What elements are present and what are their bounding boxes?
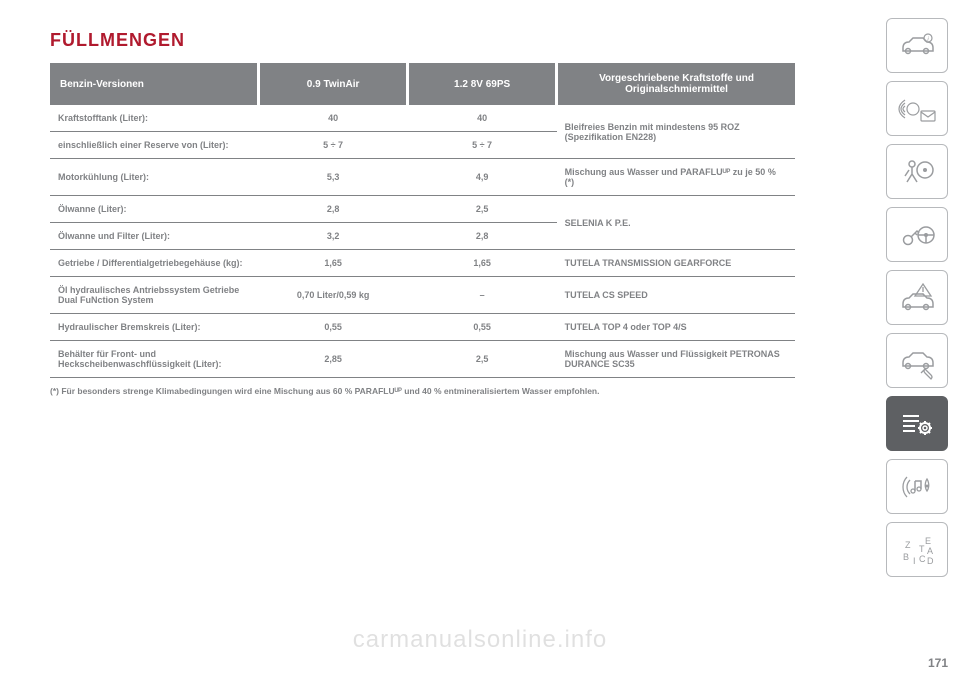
sidebar-item-controls[interactable]: [886, 207, 948, 262]
row-fluid: Mischung aus Wasser und PARAFLUᵁᴾ zu je …: [557, 159, 795, 196]
key-wheel-icon: [897, 215, 937, 255]
page-title: FÜLLMENGEN: [50, 30, 795, 51]
col-header-versions: Benzin-Versionen: [50, 63, 259, 105]
abc-icon: Z E B A I C D T: [897, 530, 937, 570]
table-body: Kraftstofftank (Liter): 40 40 Bleifreies…: [50, 105, 795, 378]
row-fluid: SELENIA K P.E.: [557, 196, 795, 250]
row-fluid: Mischung aus Wasser und Flüssigkeit PETR…: [557, 341, 795, 378]
row-val1: 1,65: [259, 250, 408, 277]
sidebar-item-airbag[interactable]: [886, 144, 948, 199]
row-label: Hydraulischer Bremskreis (Liter):: [50, 314, 259, 341]
row-val1: 5 ÷ 7: [259, 132, 408, 159]
spec-table: Benzin-Versionen 0.9 TwinAir 1.2 8V 69PS…: [50, 63, 795, 378]
row-val2: 2,8: [408, 223, 557, 250]
row-val1: 5,3: [259, 159, 408, 196]
row-fluid: TUTELA CS SPEED: [557, 277, 795, 314]
row-label: Behälter für Front- und Heckscheibenwasc…: [50, 341, 259, 378]
table-row: Motorkühlung (Liter): 5,3 4,9 Mischung a…: [50, 159, 795, 196]
row-label: einschließlich einer Reserve von (Liter)…: [50, 132, 259, 159]
svg-text:E: E: [925, 536, 931, 546]
table-row: Hydraulischer Bremskreis (Liter): 0,55 0…: [50, 314, 795, 341]
col-header-twinair: 0.9 TwinAir: [259, 63, 408, 105]
footnote: (*) Für besonders strenge Klimabedingung…: [50, 386, 795, 397]
sidebar-item-messages[interactable]: [886, 81, 948, 136]
row-fluid: TUTELA TRANSMISSION GEARFORCE: [557, 250, 795, 277]
row-val2: 40: [408, 105, 557, 132]
page-content: FÜLLMENGEN Benzin-Versionen 0.9 TwinAir …: [0, 0, 845, 417]
light-mail-icon: [897, 89, 937, 129]
row-val2: 1,65: [408, 250, 557, 277]
row-label: Motorkühlung (Liter):: [50, 159, 259, 196]
col-header-12-8v: 1.2 8V 69PS: [408, 63, 557, 105]
row-fluid: TUTELA TOP 4 oder TOP 4/S: [557, 314, 795, 341]
sidebar-item-info[interactable]: i: [886, 18, 948, 73]
svg-text:A: A: [927, 546, 933, 556]
car-warning-icon: [897, 278, 937, 318]
watermark: carmanualsonline.info: [353, 626, 607, 654]
svg-text:I: I: [913, 556, 916, 566]
col-header-fluids: Vorgeschriebene Kraftstoffe und Original…: [557, 63, 795, 105]
table-row: Kraftstofftank (Liter): 40 40 Bleifreies…: [50, 105, 795, 132]
row-label: Ölwanne (Liter):: [50, 196, 259, 223]
table-row: Behälter für Front- und Heckscheibenwasc…: [50, 341, 795, 378]
table-row: Öl hydraulisches Antriebssystem Getriebe…: [50, 277, 795, 314]
row-val2: 2,5: [408, 196, 557, 223]
row-val1: 3,2: [259, 223, 408, 250]
row-label: Öl hydraulisches Antriebssystem Getriebe…: [50, 277, 259, 314]
row-val1: 2,85: [259, 341, 408, 378]
sidebar-item-media[interactable]: [886, 459, 948, 514]
row-val1: 0,55: [259, 314, 408, 341]
svg-text:C: C: [919, 554, 926, 564]
row-label: Kraftstofftank (Liter):: [50, 105, 259, 132]
row-val1: 40: [259, 105, 408, 132]
list-gear-icon: [897, 404, 937, 444]
sidebar-item-settings[interactable]: [886, 396, 948, 451]
row-val1: 0,70 Liter/0,59 kg: [259, 277, 408, 314]
car-info-icon: i: [897, 26, 937, 66]
row-val2: 5 ÷ 7: [408, 132, 557, 159]
airbag-icon: [897, 152, 937, 192]
svg-text:D: D: [927, 556, 934, 566]
sidebar-item-service[interactable]: [886, 333, 948, 388]
row-val1: 2,8: [259, 196, 408, 223]
table-row: Ölwanne (Liter): 2,8 2,5 SELENIA K P.E.: [50, 196, 795, 223]
row-val2: 0,55: [408, 314, 557, 341]
svg-text:Z: Z: [905, 540, 911, 550]
media-nav-icon: [897, 467, 937, 507]
row-val2: 4,9: [408, 159, 557, 196]
sidebar: i: [886, 18, 948, 577]
row-fluid: Bleifreies Benzin mit mindestens 95 ROZ …: [557, 105, 795, 159]
row-label: Ölwanne und Filter (Liter):: [50, 223, 259, 250]
row-val2: 2,5: [408, 341, 557, 378]
car-wrench-icon: [897, 341, 937, 381]
sidebar-item-abc[interactable]: Z E B A I C D T: [886, 522, 948, 577]
sidebar-item-warning[interactable]: [886, 270, 948, 325]
row-label: Getriebe / Differentialgetriebegehäuse (…: [50, 250, 259, 277]
svg-text:T: T: [919, 544, 925, 554]
page-number: 171: [928, 656, 948, 670]
row-val2: –: [408, 277, 557, 314]
svg-text:B: B: [903, 552, 909, 562]
table-row: Getriebe / Differentialgetriebegehäuse (…: [50, 250, 795, 277]
